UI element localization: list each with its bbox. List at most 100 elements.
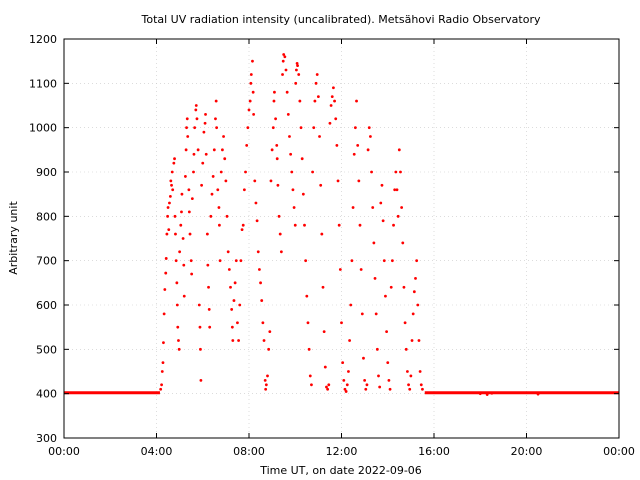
data-point bbox=[351, 206, 355, 209]
data-point bbox=[218, 223, 221, 227]
data-point bbox=[371, 206, 375, 209]
data-point bbox=[364, 387, 368, 391]
data-point bbox=[185, 117, 189, 121]
grid-lines bbox=[64, 39, 619, 438]
data-point bbox=[196, 148, 200, 152]
data-point bbox=[230, 325, 234, 329]
data-point bbox=[246, 126, 250, 130]
data-point bbox=[261, 321, 265, 325]
data-point bbox=[223, 157, 227, 161]
data-point bbox=[370, 170, 373, 174]
data-point bbox=[412, 290, 416, 294]
data-point bbox=[485, 393, 489, 396]
data-point bbox=[160, 370, 164, 373]
data-point bbox=[232, 299, 236, 302]
data-point bbox=[192, 170, 195, 174]
data-point bbox=[194, 108, 198, 112]
data-point bbox=[209, 214, 213, 218]
x-tick-labels: 00:00 04:00 08:00 12:00 16:00 20:00 00:00 bbox=[48, 445, 635, 458]
data-point bbox=[367, 126, 371, 130]
data-point bbox=[314, 81, 318, 85]
data-point bbox=[166, 206, 170, 209]
y-tick-label: 1100 bbox=[29, 77, 57, 90]
plot-area bbox=[64, 53, 619, 396]
data-point bbox=[163, 288, 167, 291]
x-tick-label: 12:00 bbox=[326, 445, 358, 458]
data-point bbox=[175, 281, 179, 285]
data-point bbox=[238, 303, 242, 307]
data-point bbox=[323, 365, 327, 369]
data-point bbox=[245, 144, 249, 147]
data-point bbox=[311, 170, 314, 174]
data-point bbox=[357, 179, 361, 183]
data-point bbox=[318, 135, 321, 138]
data-point bbox=[327, 383, 331, 387]
data-point bbox=[281, 73, 284, 76]
data-point bbox=[291, 188, 295, 192]
data-point bbox=[236, 321, 239, 325]
data-point bbox=[218, 259, 222, 263]
data-point bbox=[381, 219, 385, 223]
data-point bbox=[217, 206, 221, 209]
x-tick-label: 04:00 bbox=[141, 445, 173, 458]
data-point bbox=[204, 152, 208, 156]
data-point bbox=[169, 179, 173, 183]
data-point bbox=[240, 228, 244, 232]
x-tick-label: 20:00 bbox=[511, 445, 543, 458]
data-point bbox=[315, 73, 319, 76]
data-point bbox=[221, 148, 224, 152]
x-tick-label: 08:00 bbox=[233, 445, 265, 458]
data-point bbox=[313, 99, 317, 103]
data-point bbox=[290, 170, 294, 174]
data-point bbox=[389, 285, 393, 289]
data-point bbox=[306, 321, 310, 325]
data-point bbox=[174, 259, 178, 263]
data-point bbox=[249, 81, 253, 85]
data-point bbox=[274, 117, 277, 121]
data-point bbox=[260, 299, 264, 302]
data-point bbox=[176, 325, 180, 329]
data-point bbox=[319, 183, 323, 187]
chart-title: Total UV radiation intensity (uncalibrat… bbox=[141, 13, 541, 26]
data-point bbox=[184, 148, 188, 152]
data-point bbox=[284, 68, 288, 72]
data-point bbox=[200, 183, 203, 187]
data-point bbox=[226, 250, 230, 254]
data-point bbox=[266, 374, 269, 378]
data-point bbox=[160, 383, 163, 387]
data-point bbox=[214, 117, 217, 121]
data-point bbox=[382, 259, 386, 263]
data-point bbox=[358, 223, 362, 227]
data-point bbox=[408, 387, 412, 391]
data-point bbox=[334, 117, 338, 121]
data-point bbox=[353, 126, 357, 130]
data-point bbox=[187, 210, 191, 214]
data-point bbox=[344, 390, 348, 393]
data-point bbox=[192, 152, 196, 156]
data-point bbox=[393, 188, 397, 192]
data-point bbox=[165, 232, 169, 236]
y-tick-label: 400 bbox=[36, 388, 57, 401]
data-point bbox=[297, 73, 301, 76]
data-point bbox=[258, 268, 261, 271]
data-point bbox=[239, 259, 243, 263]
data-point bbox=[168, 201, 171, 205]
data-point bbox=[359, 268, 363, 271]
data-point bbox=[193, 126, 197, 130]
data-point bbox=[352, 152, 356, 156]
data-point bbox=[203, 121, 207, 125]
data-point bbox=[199, 378, 203, 382]
data-point bbox=[247, 108, 251, 112]
data-point bbox=[388, 387, 392, 391]
data-point bbox=[335, 144, 339, 147]
data-point bbox=[227, 268, 231, 271]
data-point bbox=[219, 170, 223, 174]
data-point bbox=[401, 241, 405, 245]
data-point bbox=[373, 277, 377, 280]
data-point bbox=[362, 356, 365, 360]
data-point bbox=[369, 135, 372, 138]
data-point bbox=[325, 385, 328, 389]
x-tick-label: 16:00 bbox=[418, 445, 450, 458]
data-point bbox=[181, 237, 185, 240]
data-point bbox=[180, 210, 183, 214]
